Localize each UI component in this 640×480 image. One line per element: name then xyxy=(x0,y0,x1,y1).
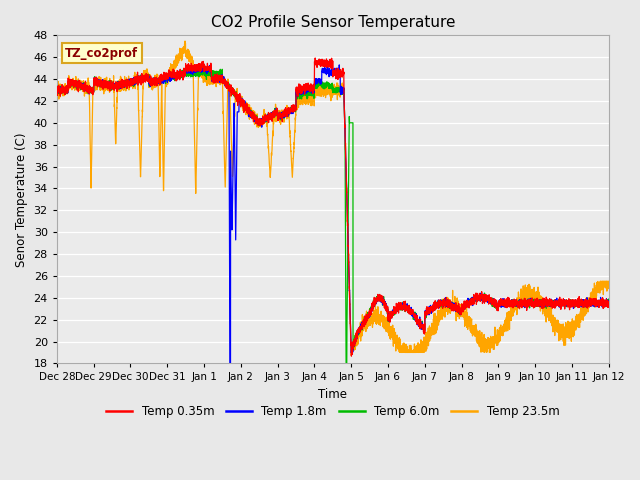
Title: CO2 Profile Sensor Temperature: CO2 Profile Sensor Temperature xyxy=(211,15,455,30)
Y-axis label: Senor Temperature (C): Senor Temperature (C) xyxy=(15,132,28,266)
X-axis label: Time: Time xyxy=(318,388,348,401)
Text: TZ_co2prof: TZ_co2prof xyxy=(65,47,138,60)
Legend: Temp 0.35m, Temp 1.8m, Temp 6.0m, Temp 23.5m: Temp 0.35m, Temp 1.8m, Temp 6.0m, Temp 2… xyxy=(102,401,564,423)
